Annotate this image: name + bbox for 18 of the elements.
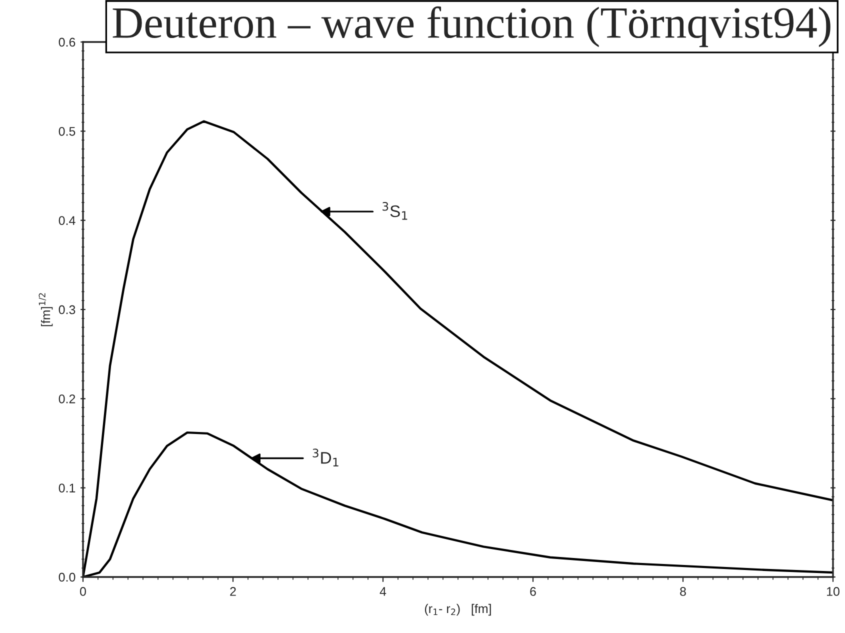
y-tick-label: 0.2 (58, 394, 76, 404)
y-tick-label: 0.3 (58, 305, 76, 314)
y-axis-title: [fm]$^{1/2}$ (38, 293, 53, 326)
y-tick-label: 0.0 (58, 572, 76, 582)
y-tick-label: 0.4 (58, 216, 76, 225)
y-tick-label: 0.5 (58, 126, 76, 136)
annotation: $^{3}$D$_{1}$ (312, 448, 338, 466)
chart-title: Deuteron – wave function (Törnqvist94) (112, 6, 830, 48)
x-tick-label: 10 (827, 587, 840, 596)
annotation: $^{3}$S$_{1}$ (382, 202, 408, 220)
x-tick-label: 8 (680, 587, 686, 596)
y-tick-label: 0.6 (58, 38, 76, 47)
x-axis-title: (r$_{1}$- r$_{2}$) [fm] (424, 604, 491, 616)
x-tick-label: 4 (380, 587, 386, 596)
x-tick-label: 0 (80, 587, 86, 596)
x-tick-label: 6 (530, 587, 536, 596)
x-tick-label: 2 (230, 587, 236, 596)
y-tick-label: 0.1 (58, 484, 76, 492)
